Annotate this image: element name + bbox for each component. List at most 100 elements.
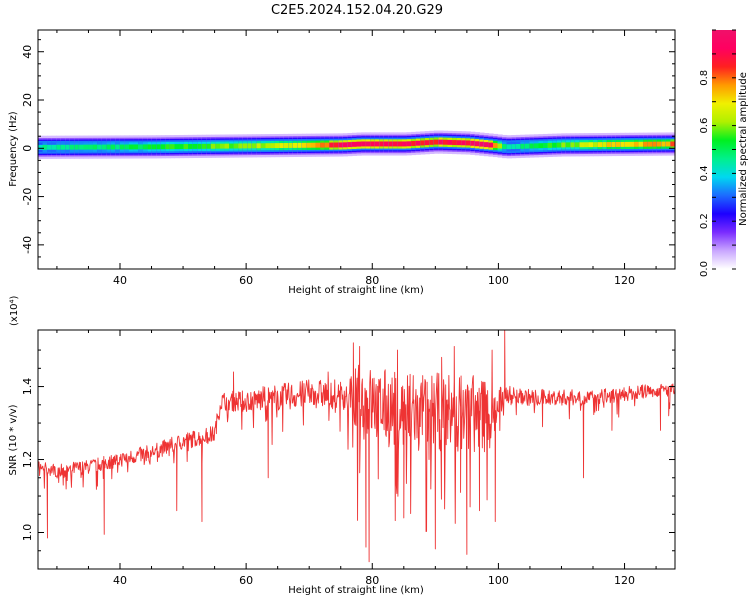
- heatmap-cell: [197, 143, 203, 149]
- heatmap-cell: [420, 140, 426, 146]
- heatmap-cell: [229, 143, 235, 149]
- heatmap-cell: [502, 144, 508, 150]
- heatmap-cell: [565, 142, 571, 148]
- y-tick-label: 1.0: [21, 524, 34, 542]
- heatmap-band: [38, 130, 675, 159]
- heatmap-cell: [301, 142, 308, 148]
- heatmap-cell: [179, 144, 185, 150]
- heatmap-cell: [424, 140, 430, 146]
- heatmap-cell: [488, 142, 494, 148]
- snr-series-line: [38, 330, 675, 563]
- x-tick-label: 60: [239, 274, 253, 287]
- heatmap-cell: [615, 141, 621, 147]
- heatmap-cell: [110, 144, 116, 150]
- heatmap-cell: [574, 142, 581, 148]
- heatmap-cell: [165, 144, 171, 150]
- spectrogram-x-axis-label: Height of straight line (km): [288, 285, 424, 296]
- heatmap-cell: [201, 143, 207, 149]
- heatmap-cell: [215, 143, 221, 149]
- heatmap-cell: [629, 141, 635, 147]
- x-tick-label: 60: [239, 574, 253, 587]
- y-tick-label: 40: [21, 45, 34, 59]
- colorbar-tick-label: 0.0: [699, 261, 710, 277]
- spectrogram-panel: 40 60 80 100 120 -40 -20 0 20 40 Height of strai…: [8, 29, 676, 296]
- heatmap-cell: [279, 143, 285, 149]
- colorbar-tick-label: 0.4: [699, 165, 710, 181]
- heatmap-cell: [584, 142, 590, 148]
- heatmap-cell: [51, 144, 57, 150]
- y-tick-label: -40: [21, 236, 34, 254]
- heatmap-cell: [597, 142, 603, 148]
- heatmap-cell: [552, 142, 558, 148]
- heatmap-cell: [547, 142, 553, 148]
- heatmap-cell: [392, 141, 399, 147]
- heatmap-cell: [147, 144, 153, 150]
- heatmap-cell: [210, 143, 217, 149]
- heatmap-cell: [624, 141, 631, 147]
- heatmap-cell: [156, 144, 162, 150]
- heatmap-cell: [497, 143, 503, 149]
- colorbar-tick-label: 0.8: [699, 70, 710, 86]
- heatmap-cell: [133, 144, 139, 150]
- heatmap-cell: [561, 142, 567, 148]
- x-tick-label: 100: [488, 274, 509, 287]
- heatmap-cell: [265, 143, 271, 149]
- heatmap-cell: [65, 144, 71, 150]
- heatmap-cell: [69, 144, 75, 150]
- heatmap-cell: [251, 143, 257, 149]
- heatmap-cell: [406, 141, 412, 147]
- heatmap-cell: [543, 143, 549, 149]
- heatmap-cell: [188, 144, 194, 149]
- y-tick-label: -20: [21, 188, 34, 206]
- heatmap-cell: [593, 142, 599, 148]
- heatmap-cell: [333, 142, 339, 148]
- y-tick-label: 1.2: [21, 451, 34, 469]
- heatmap-cell: [38, 144, 44, 150]
- snr-y-multiplier: (x10⁴): [9, 295, 20, 326]
- heatmap-cell: [638, 141, 644, 147]
- spectrogram-frame: [37, 29, 676, 270]
- heatmap-cell: [306, 142, 312, 148]
- heatmap-cell: [160, 144, 166, 150]
- heatmap-cell: [192, 143, 198, 149]
- heatmap-cell: [511, 144, 517, 150]
- heatmap-cell: [42, 144, 48, 150]
- spectrogram-x-ticks: 40 60 80 100 120: [56, 30, 657, 287]
- heatmap-cell: [92, 144, 98, 150]
- heatmap-cell: [538, 143, 544, 149]
- heatmap-cell: [606, 142, 612, 147]
- heatmap-cell: [274, 143, 280, 149]
- y-tick-label: 0: [21, 145, 34, 152]
- heatmap-cell: [338, 142, 344, 148]
- heatmap-cell: [260, 143, 267, 149]
- x-tick-label: 80: [365, 574, 379, 587]
- heatmap-cell: [106, 144, 112, 150]
- heatmap-cell: [238, 143, 244, 149]
- heatmap-cell: [570, 142, 576, 148]
- heatmap-cell: [324, 142, 330, 148]
- heatmap-cell: [361, 141, 367, 147]
- heatmap-cell: [115, 144, 121, 150]
- heatmap-cell: [342, 142, 348, 148]
- heatmap-cell: [506, 144, 512, 150]
- heatmap-cell: [520, 143, 526, 149]
- heatmap-cell: [588, 142, 594, 148]
- colorbar-ticks: 0.0 0.2 0.4 0.6 0.8: [699, 29, 736, 277]
- x-tick-label: 40: [113, 574, 127, 587]
- snr-x-axis-label: Height of straight line (km): [288, 585, 424, 596]
- heatmap-cell: [447, 139, 453, 145]
- x-tick-label: 80: [365, 274, 379, 287]
- y-tick-label: 1.4: [21, 378, 34, 396]
- heatmap-cell: [356, 141, 362, 147]
- spectrogram-y-axis-label: Frequency (Hz): [8, 111, 19, 187]
- heatmap-cell: [465, 140, 471, 146]
- heatmap-cell: [329, 142, 335, 148]
- heatmap-cell: [483, 142, 490, 148]
- heatmap-cell: [88, 144, 94, 150]
- snr-frame: [37, 329, 676, 570]
- heatmap-cell: [60, 144, 66, 150]
- heatmap-cell: [297, 142, 303, 148]
- snr-y-ticks: 1.0 1.2 1.4: [21, 349, 675, 552]
- heatmap-cell: [101, 144, 107, 150]
- heatmap-cell: [183, 144, 189, 149]
